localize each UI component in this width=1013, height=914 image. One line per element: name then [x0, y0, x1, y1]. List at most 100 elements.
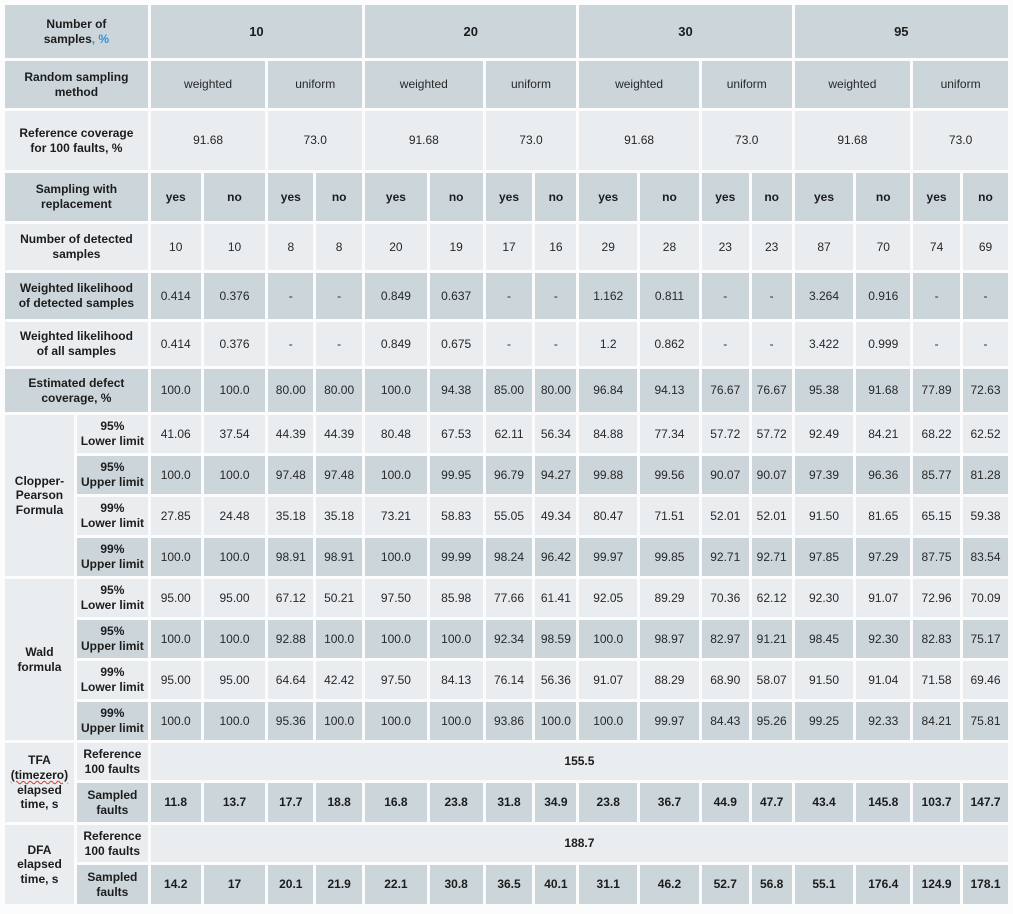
cell-cp-95-lower-5: 67.53	[429, 415, 483, 453]
sub-label-cp-95-lower: 95% Lower limit	[76, 415, 148, 453]
cell-cp-99-lower-8: 80.47	[579, 497, 638, 535]
cell-cp-95-upper-12: 97.39	[794, 456, 854, 494]
cell-wl-detected-6: -	[485, 273, 533, 319]
cell-wald-95-upper-8: 100.0	[579, 620, 638, 658]
row-wald-99-lower: 99% Lower limit 95.00 95.00 64.64 42.42 97.50…	[5, 661, 1008, 699]
cell-tfa-sampled-4: 16.8	[365, 783, 427, 822]
cell-dfa-sampled-6: 36.5	[485, 865, 533, 904]
cell-detected-7: 16	[535, 224, 577, 270]
cell-wl-all-11: -	[751, 322, 792, 366]
cell-wald-99-upper-8: 100.0	[579, 702, 638, 740]
cell-detected-5: 19	[429, 224, 483, 270]
cell-cp-95-lower-2: 44.39	[268, 415, 314, 453]
cell-refcov-7: 73.0	[913, 111, 1008, 170]
cell-cp-99-upper-6: 98.24	[485, 538, 533, 576]
cell-wald-99-lower-11: 58.07	[751, 661, 792, 699]
cell-cp-99-upper-11: 92.71	[751, 538, 792, 576]
cell-cp-95-upper-0: 100.0	[150, 456, 201, 494]
cell-cp-99-upper-1: 100.0	[203, 538, 266, 576]
cell-cp-95-upper-7: 94.27	[535, 456, 577, 494]
cell-wald-99-lower-13: 91.04	[856, 661, 911, 699]
cell-replacement-11: no	[751, 173, 792, 221]
cell-cp-95-lower-12: 92.49	[794, 415, 854, 453]
cell-cp-99-lower-2: 35.18	[268, 497, 314, 535]
cell-method-1: uniform	[268, 61, 363, 108]
cell-replacement-4: yes	[365, 173, 427, 221]
cell-cp-99-lower-3: 35.18	[316, 497, 363, 535]
cell-wl-detected-10: -	[701, 273, 749, 319]
cell-refcov-0: 91.68	[150, 111, 266, 170]
cell-cp-99-lower-1: 24.48	[203, 497, 266, 535]
cell-cp-99-lower-12: 91.50	[794, 497, 854, 535]
cell-wald-95-upper-2: 92.88	[268, 620, 314, 658]
cell-wald-95-lower-2: 67.12	[268, 579, 314, 617]
cell-replacement-13: no	[856, 173, 911, 221]
cell-wl-all-5: 0.675	[429, 322, 483, 366]
row-label-est-coverage: Estimated defect coverage, %	[5, 369, 148, 412]
cell-wald-99-upper-5: 100.0	[429, 702, 483, 740]
cell-wl-detected-1: 0.376	[203, 273, 266, 319]
cell-detected-12: 87	[794, 224, 854, 270]
cell-wald-99-upper-0: 100.0	[150, 702, 201, 740]
cell-cp-99-upper-5: 99.99	[429, 538, 483, 576]
cell-wl-detected-12: 3.264	[794, 273, 854, 319]
cell-wl-detected-0: 0.414	[150, 273, 201, 319]
cell-wald-99-lower-10: 68.90	[701, 661, 749, 699]
cell-cp-95-lower-9: 77.34	[640, 415, 699, 453]
cell-wl-all-8: 1.2	[579, 322, 638, 366]
cell-cp-99-lower-6: 55.05	[485, 497, 533, 535]
cell-replacement-8: yes	[579, 173, 638, 221]
cell-wald-99-lower-12: 91.50	[794, 661, 854, 699]
cell-est-coverage-8: 96.84	[579, 369, 638, 412]
cell-cp-99-lower-10: 52.01	[701, 497, 749, 535]
cell-wald-99-upper-7: 100.0	[535, 702, 577, 740]
cell-replacement-2: yes	[268, 173, 314, 221]
cell-wald-95-lower-4: 97.50	[365, 579, 427, 617]
cell-wald-95-lower-5: 85.98	[429, 579, 483, 617]
cell-wald-99-lower-0: 95.00	[150, 661, 201, 699]
cell-cp-95-lower-6: 62.11	[485, 415, 533, 453]
cell-cp-95-lower-8: 84.88	[579, 415, 638, 453]
cell-cp-99-lower-13: 81.65	[856, 497, 911, 535]
cell-wl-all-2: -	[268, 322, 314, 366]
group-label-dfa-reference: DFA elapsed time, s	[5, 825, 74, 904]
cell-detected-10: 23	[701, 224, 749, 270]
cell-est-coverage-1: 100.0	[203, 369, 266, 412]
cell-cp-95-upper-4: 100.0	[365, 456, 427, 494]
row-wl-all: Weighted likelihood of all samples 0.414 0…	[5, 322, 1008, 366]
cell-wald-95-upper-1: 100.0	[203, 620, 266, 658]
row-cp-99-upper: 99% Upper limit 100.0 100.0 98.91 98.91 100.0…	[5, 538, 1008, 576]
cell-cp-99-lower-9: 71.51	[640, 497, 699, 535]
cell-wl-detected-14: -	[913, 273, 960, 319]
cell-cp-95-upper-11: 90.07	[751, 456, 792, 494]
cell-replacement-1: no	[203, 173, 266, 221]
cell-dfa-sampled-11: 56.8	[751, 865, 792, 904]
cell-wald-99-lower-6: 76.14	[485, 661, 533, 699]
sub-label-wald-99-lower: 99% Lower limit	[76, 661, 148, 699]
cell-wald-99-upper-12: 99.25	[794, 702, 854, 740]
row-dfa-reference: DFA elapsed time, s Reference 100 faults 188…	[5, 825, 1008, 904]
row-label-replacement: Sampling with replacement	[5, 173, 148, 221]
cell-wald-95-upper-15: 75.17	[963, 620, 1008, 658]
cell-cp-95-upper-1: 100.0	[203, 456, 266, 494]
cell-est-coverage-13: 91.68	[856, 369, 911, 412]
cell-dfa-sampled-0: 14.2	[150, 865, 201, 904]
cell-dfa-sampled-10: 52.7	[701, 865, 749, 904]
sub-label-tfa-reference: Reference 100 faults	[76, 743, 148, 780]
sub-label-cp-99-lower: 99% Lower limit	[76, 497, 148, 535]
cell-cp-99-lower-14: 65.15	[913, 497, 960, 535]
cell-cp-99-upper-15: 83.54	[963, 538, 1008, 576]
cell-dfa-sampled-12: 55.1	[794, 865, 854, 904]
cell-wald-95-lower-3: 50.21	[316, 579, 363, 617]
cell-samples-2: 30	[579, 5, 792, 58]
cell-wl-detected-11: -	[751, 273, 792, 319]
cell-wald-95-upper-10: 82.97	[701, 620, 749, 658]
cell-cp-95-lower-0: 41.06	[150, 415, 201, 453]
cell-dfa-sampled-7: 40.1	[535, 865, 577, 904]
cell-cp-99-lower-7: 49.34	[535, 497, 577, 535]
cell-cp-95-upper-14: 85.77	[913, 456, 960, 494]
cell-cp-95-upper-2: 97.48	[268, 456, 314, 494]
cell-wald-99-lower-14: 71.58	[913, 661, 960, 699]
cell-dfa-sampled-3: 21.9	[316, 865, 363, 904]
cell-detected-3: 8	[316, 224, 363, 270]
